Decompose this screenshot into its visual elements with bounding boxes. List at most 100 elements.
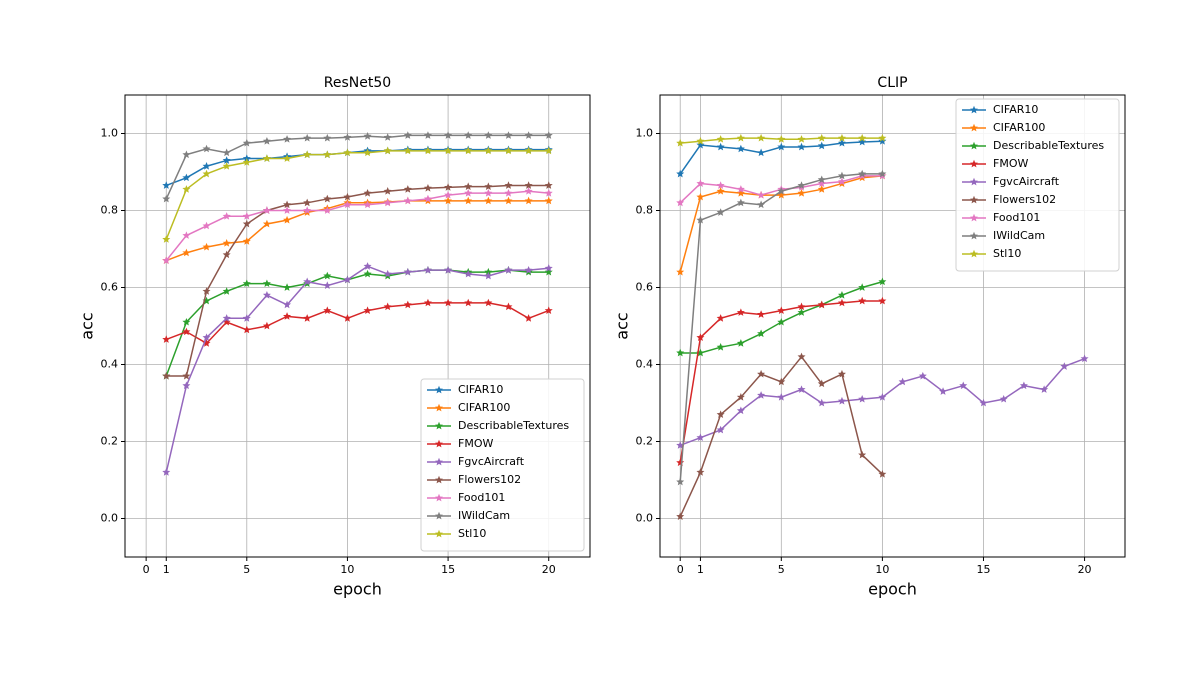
legend-box <box>420 378 585 552</box>
point-marker <box>504 196 513 205</box>
point-marker <box>464 131 473 139</box>
point-marker <box>323 281 332 289</box>
y-tick-label: 0.6 <box>636 281 654 294</box>
point-marker <box>544 181 553 189</box>
point-marker <box>696 140 705 149</box>
point-marker <box>797 302 806 311</box>
point-marker <box>716 425 725 434</box>
x-tick-label: 15 <box>441 563 455 576</box>
point-marker <box>262 206 271 214</box>
point-marker <box>676 169 685 178</box>
y-tick-label: 0.8 <box>636 204 654 217</box>
point-marker <box>858 283 867 291</box>
point-marker <box>837 171 846 180</box>
point-marker <box>524 196 533 205</box>
point-marker <box>544 131 553 139</box>
legend-marker <box>435 385 443 394</box>
point-marker <box>283 300 292 309</box>
point-marker <box>242 212 251 220</box>
point-marker <box>676 477 685 486</box>
x-axis-label: epoch <box>333 580 382 599</box>
legend-marker <box>435 421 443 430</box>
point-marker <box>504 302 513 311</box>
point-marker <box>544 188 553 197</box>
point-marker <box>383 198 392 207</box>
point-marker <box>363 148 372 157</box>
point-marker <box>423 146 432 155</box>
x-tick-label: 5 <box>243 563 250 576</box>
legend-marker <box>970 123 978 132</box>
point-marker <box>1060 362 1069 370</box>
point-marker <box>423 183 432 192</box>
point-marker <box>283 283 292 291</box>
point-marker <box>383 146 392 155</box>
point-marker <box>323 150 332 159</box>
y-tick-label: 0.8 <box>101 204 119 217</box>
point-marker <box>797 385 806 393</box>
point-marker <box>504 188 513 197</box>
series-line <box>165 265 549 473</box>
point-marker <box>202 287 211 295</box>
point-marker <box>383 302 392 311</box>
point-marker <box>283 154 292 162</box>
legend-label: DescribableTextures <box>458 419 569 432</box>
x-tick-label: 20 <box>542 563 556 576</box>
point-marker <box>444 131 453 139</box>
point-marker <box>162 235 171 243</box>
y-axis-label: acc <box>613 312 632 339</box>
point-marker <box>182 317 191 326</box>
legend-label: Stl10 <box>458 527 486 540</box>
point-marker <box>999 394 1008 403</box>
y-tick-label: 1.0 <box>636 127 654 140</box>
legend-marker <box>435 493 443 502</box>
point-marker <box>524 131 533 139</box>
legend-label: DescribableTextures <box>993 139 1104 152</box>
point-marker <box>777 306 786 314</box>
point-marker <box>162 371 171 380</box>
point-marker <box>202 162 211 170</box>
point-marker <box>716 181 725 189</box>
point-marker <box>403 196 412 205</box>
x-tick-label: 15 <box>976 563 990 576</box>
point-marker <box>757 200 766 209</box>
x-tick-label: 1 <box>697 563 704 576</box>
point-marker <box>696 433 705 442</box>
legend-label: Stl10 <box>993 247 1021 260</box>
legend-marker <box>435 457 443 466</box>
point-marker <box>716 410 725 418</box>
point-marker <box>363 132 372 140</box>
point-marker <box>323 206 332 214</box>
point-marker <box>242 325 251 334</box>
point-marker <box>182 371 191 380</box>
point-marker <box>182 185 191 193</box>
point-marker <box>797 181 806 189</box>
point-marker <box>504 181 513 189</box>
point-marker <box>484 267 493 276</box>
point-marker <box>878 169 887 178</box>
point-marker <box>303 198 312 207</box>
point-marker <box>676 198 685 207</box>
point-marker <box>303 150 312 159</box>
point-marker <box>444 196 453 205</box>
point-marker <box>182 173 191 182</box>
point-marker <box>777 135 786 143</box>
point-marker <box>162 256 171 264</box>
point-marker <box>736 198 745 207</box>
point-marker <box>363 306 372 314</box>
point-marker <box>898 377 907 386</box>
point-marker <box>303 314 312 322</box>
point-marker <box>283 312 292 320</box>
point-marker <box>757 190 766 199</box>
y-axis-label: acc <box>78 312 97 339</box>
point-marker <box>323 306 332 314</box>
point-marker <box>222 156 231 164</box>
point-marker <box>858 296 867 305</box>
point-marker <box>504 265 513 274</box>
point-marker <box>716 187 725 195</box>
point-marker <box>262 219 271 228</box>
point-marker <box>858 137 867 146</box>
legend-label: Flowers102 <box>993 193 1056 206</box>
legend-box <box>955 98 1120 272</box>
point-marker <box>242 237 251 245</box>
point-marker <box>444 265 453 274</box>
